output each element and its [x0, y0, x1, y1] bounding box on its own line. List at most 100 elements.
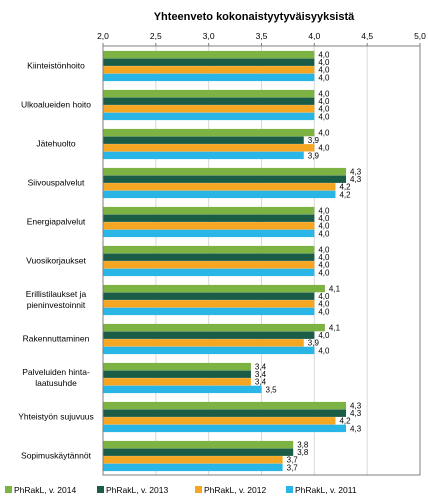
- data-label: 3,8: [297, 448, 309, 457]
- bar: [103, 331, 315, 339]
- data-label: 4,0: [318, 229, 330, 238]
- data-label: 4,0: [318, 90, 330, 99]
- bar: [103, 292, 315, 300]
- bar: [103, 409, 347, 417]
- legend-label: PhRakL, v. 2012: [204, 485, 266, 495]
- data-label: 4,0: [318, 207, 330, 216]
- data-label: 3,5: [266, 385, 278, 394]
- data-label: 3,4: [255, 363, 267, 372]
- legend-swatch: [195, 486, 202, 493]
- bar: [103, 378, 251, 386]
- data-label: 4,0: [318, 346, 330, 355]
- x-tick-label: 5,0: [414, 31, 426, 41]
- data-label: 4,0: [318, 292, 330, 301]
- data-label: 4,0: [318, 307, 330, 316]
- bar: [103, 300, 315, 308]
- bar: [103, 206, 315, 215]
- data-label: 3,9: [308, 151, 320, 160]
- data-label: 4,3: [350, 424, 362, 433]
- x-tick-label: 3,0: [203, 31, 215, 41]
- x-tick-label: 4,5: [361, 31, 373, 41]
- bar: [103, 284, 325, 293]
- bar: [103, 222, 315, 230]
- data-label: 3,9: [308, 339, 320, 348]
- bar: [103, 370, 251, 378]
- data-label: 4,0: [318, 331, 330, 340]
- bar: [103, 175, 347, 183]
- bar: [103, 89, 315, 98]
- bar: [103, 339, 304, 347]
- bar: [103, 136, 304, 144]
- bar: [103, 456, 283, 464]
- data-label: 4,0: [318, 253, 330, 262]
- data-label: 4,0: [318, 105, 330, 114]
- bar: [103, 463, 283, 472]
- data-label: 3,4: [255, 370, 267, 379]
- data-label: 4,0: [318, 73, 330, 82]
- data-label: 4,0: [318, 112, 330, 121]
- bar: [103, 229, 315, 238]
- category-label: Rakennuttaminen: [23, 334, 90, 344]
- legend-label: PhRakL, v. 2014: [14, 485, 76, 495]
- bar: [103, 268, 315, 277]
- bar: [103, 50, 315, 59]
- data-label: 4,2: [339, 183, 351, 192]
- data-label: 4,0: [318, 268, 330, 277]
- category-label: Erillistilaukset ja pieninvestoinnit: [26, 289, 87, 310]
- x-tick-label: 4,0: [308, 31, 320, 41]
- x-tick-label: 2,0: [97, 31, 109, 41]
- bar: [103, 261, 315, 269]
- data-label: 4,0: [318, 300, 330, 309]
- data-label: 4,0: [318, 144, 330, 153]
- category-label: Energiapalvelut: [27, 217, 86, 227]
- chart-title: Yhteenveto kokonaistyytyväisyyksistä: [154, 11, 355, 23]
- bar: [103, 448, 294, 456]
- bar: [103, 190, 336, 199]
- category-label: Yhteistyön sujuvuus: [18, 412, 94, 422]
- x-tick-label: 2,5: [150, 31, 162, 41]
- bar: [103, 307, 315, 316]
- x-tick-label: 3,5: [256, 31, 268, 41]
- bar: [103, 245, 315, 254]
- bar: [103, 58, 315, 66]
- bar: [103, 112, 315, 121]
- data-label: 4,3: [350, 409, 362, 418]
- data-label: 3,4: [255, 378, 267, 387]
- data-label: 4,0: [318, 129, 330, 138]
- category-label: Ulkoalueiden hoito: [21, 100, 91, 110]
- data-labels: 4,04,04,04,04,04,04,04,04,03,94,03,94,34…: [255, 51, 362, 473]
- legend: PhRakL, v. 2014 PhRakL, v. 2013 PhRakL, v.…: [5, 485, 357, 495]
- legend-swatch: [97, 486, 104, 493]
- category-label: Vuosikorjaukset: [26, 256, 86, 266]
- bar: [103, 66, 315, 74]
- bar: [103, 385, 262, 394]
- category-label: Jätehuolto: [36, 139, 75, 149]
- data-label: 4,0: [318, 246, 330, 255]
- bar: [103, 214, 315, 222]
- category-labels: Kiinteistönhoito Ulkoalueiden hoito Jätehu…: [18, 61, 94, 461]
- data-label: 3,7: [287, 456, 299, 465]
- legend-swatch: [5, 486, 12, 493]
- bar: [103, 253, 315, 261]
- data-label: 4,0: [318, 97, 330, 106]
- bar: [103, 440, 294, 449]
- plot-border: [102, 45, 421, 476]
- bar: [103, 417, 336, 425]
- data-label: 4,1: [329, 324, 341, 333]
- bar: [103, 401, 347, 410]
- legend-swatch: [286, 486, 293, 493]
- bar: [103, 362, 251, 371]
- x-axis-ticks: 2,0 2,5 3,0 3,5 4,0 4,5 5,0: [97, 31, 426, 46]
- bar: [103, 128, 315, 137]
- category-label: Kiinteistönhoito: [27, 61, 85, 71]
- bar: [103, 424, 347, 433]
- data-label: 4,0: [318, 261, 330, 270]
- data-label: 4,3: [350, 168, 362, 177]
- bar: [103, 167, 347, 176]
- category-label: Sopimuskäytännöt: [21, 451, 92, 461]
- legend-label: PhRakL, v. 2011: [295, 485, 357, 495]
- category-label: Siivouspalvelut: [28, 178, 85, 188]
- bar: [103, 105, 315, 113]
